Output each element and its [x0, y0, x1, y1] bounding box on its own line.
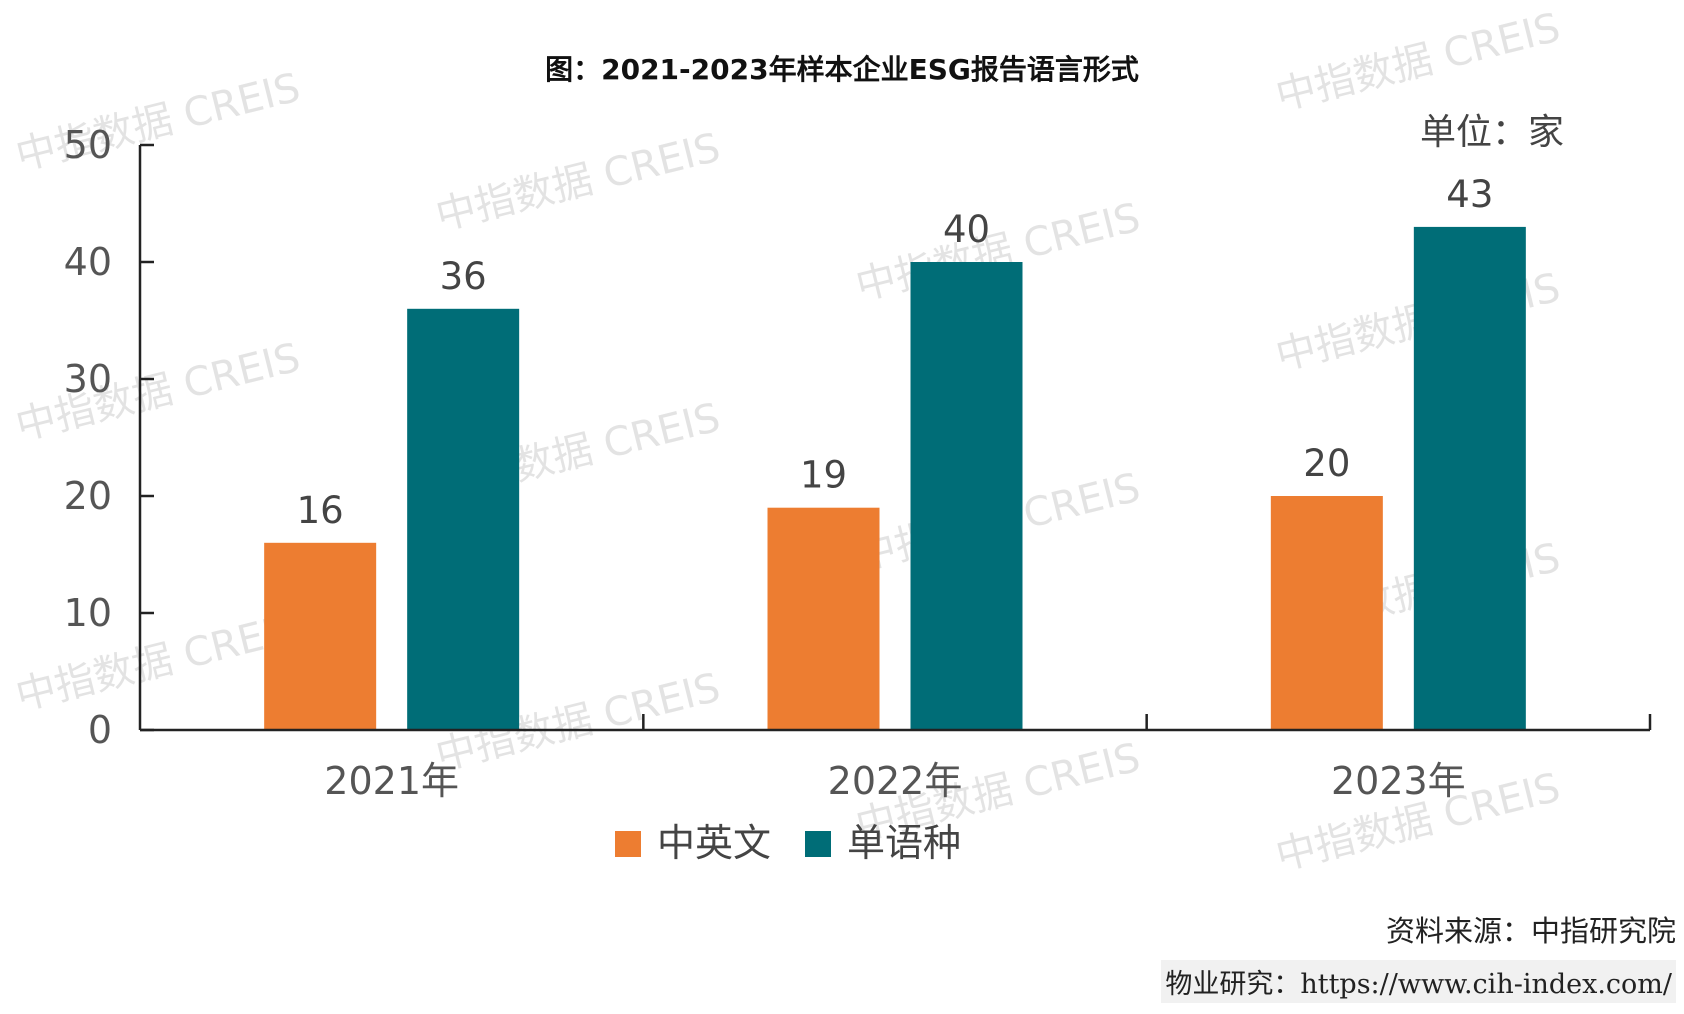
labels-layer: 16 36 2021年 19 40 2022年 20 43 2023年 0 10 20 30 40 50	[64, 123, 1494, 803]
data-label: 16	[297, 489, 344, 532]
data-label: 43	[1446, 173, 1493, 216]
watermark-text: 中指数据 CREIS	[11, 335, 304, 450]
y-tick-label: 50	[64, 123, 112, 167]
bar-series1-2	[1270, 496, 1383, 730]
footer-url[interactable]: https://www.cih-index.com/	[1300, 969, 1672, 1000]
bar-chart: 中指数据 CREIS 中指数据 CREIS 中指数据 CREIS 中指数据 CREIS…	[11, 5, 1652, 880]
x-tick-label: 2021年	[324, 759, 459, 803]
bars-layer	[264, 226, 1526, 730]
watermark-text: 中指数据 CREIS	[431, 125, 724, 240]
x-tick-label: 2023年	[1331, 759, 1466, 803]
watermark-text: 中指数据 CREIS	[11, 605, 304, 720]
data-label: 36	[440, 255, 487, 298]
y-tick-label: 20	[64, 474, 112, 518]
watermark-text: 中指数据 CREIS	[1271, 5, 1564, 120]
bar-series1-0	[264, 542, 377, 730]
y-tick-label: 40	[64, 240, 112, 284]
data-label: 19	[800, 454, 847, 497]
chart-title: 图：2021-2023年样本企业ESG报告语言形式	[545, 53, 1139, 86]
axes-layer	[138, 143, 1652, 732]
y-tick-label: 30	[64, 357, 112, 401]
unit-label: 单位：家	[1420, 112, 1565, 153]
y-tick-label: 0	[88, 708, 112, 752]
bar-series2-0	[407, 308, 520, 730]
y-tick-label: 10	[64, 591, 112, 635]
bar-series2-1	[910, 262, 1023, 730]
x-tick-label: 2022年	[828, 759, 963, 803]
source-note: 资料来源：中指研究院	[1385, 914, 1676, 948]
bar-series1-1	[767, 507, 880, 730]
legend: 中英文 单语种	[615, 821, 961, 865]
footer-prefix: 物业研究：	[1165, 969, 1301, 1000]
bar-series2-2	[1413, 226, 1526, 730]
legend-label: 单语种	[847, 821, 961, 865]
legend-label: 中英文	[657, 821, 771, 865]
legend-swatch	[615, 831, 641, 857]
footer: 物业研究：https://www.cih-index.com/	[1161, 960, 1676, 1003]
data-label: 20	[1303, 442, 1350, 485]
watermark-text: 中指数据 CREIS	[11, 65, 304, 180]
legend-swatch	[805, 831, 831, 857]
data-label: 40	[943, 208, 990, 251]
